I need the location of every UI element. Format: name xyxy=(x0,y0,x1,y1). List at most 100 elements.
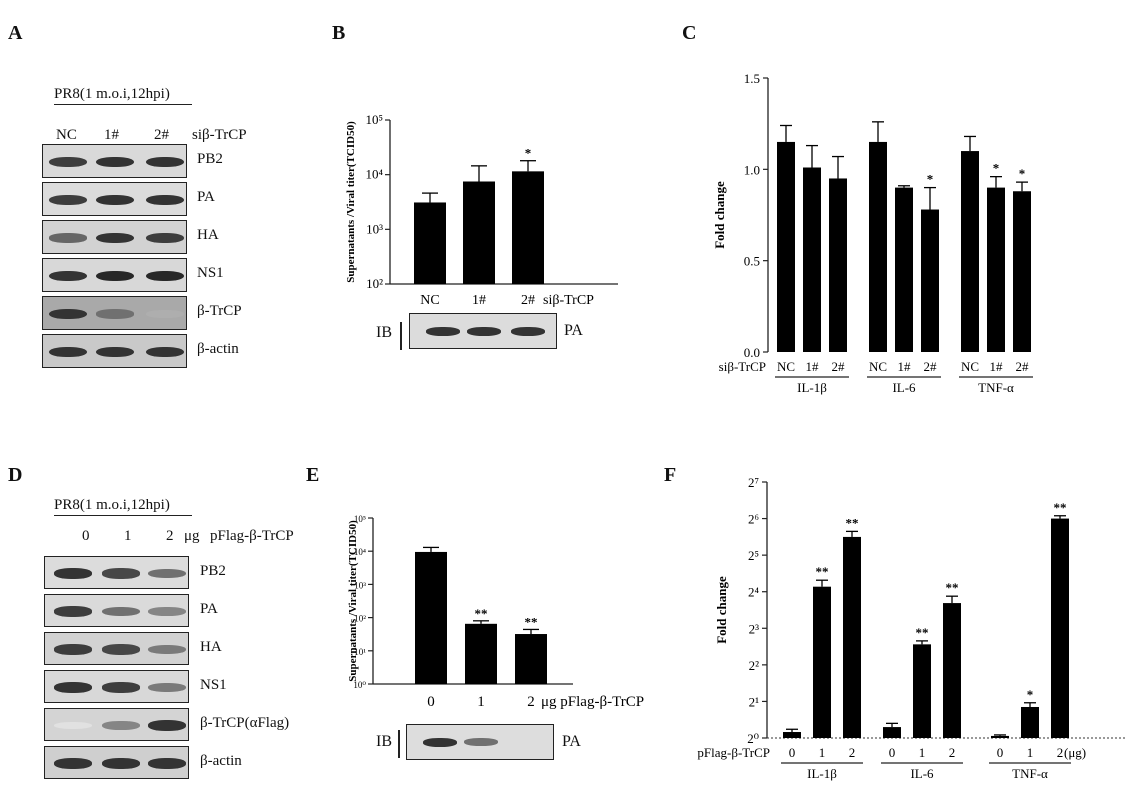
blot-label: β-TrCP(αFlag) xyxy=(200,714,290,731)
pa-band xyxy=(467,327,501,336)
blot-band xyxy=(49,233,87,243)
blot-band xyxy=(146,309,184,319)
y-axis-label: Supernatants /Viral titer(TCID50) xyxy=(345,121,357,283)
y-axis-label: Supernatants /Viral titer(TCID50) xyxy=(347,520,359,682)
panel-c-chart: Fold change 0.0 0.5 1.0 1.5 siβ-TrCP NC 1# 2# IL-… xyxy=(712,71,1033,395)
panel-b-ib-divider xyxy=(400,322,402,350)
blot-band xyxy=(54,758,92,769)
y-tick-label: 10⁴ xyxy=(354,547,366,557)
y-tick-label: 10³ xyxy=(366,221,383,236)
x-tick-label: NC xyxy=(777,359,795,374)
bar xyxy=(1021,706,1039,738)
blot-band xyxy=(102,644,140,655)
x-tick-label: 2# xyxy=(1016,359,1030,374)
pa-band xyxy=(464,738,498,746)
panel-a-lane-2: 1# xyxy=(104,127,119,143)
x-tick-label: 1# xyxy=(472,293,486,308)
group-label: IL-6 xyxy=(892,380,916,395)
x-tick-label: 2# xyxy=(521,293,535,308)
blot-a-4 xyxy=(42,296,187,330)
group-label: IL-6 xyxy=(910,766,934,781)
blot-band xyxy=(146,194,184,206)
x-tick-label: 1 xyxy=(819,745,826,760)
bar xyxy=(512,171,544,284)
blot-band xyxy=(102,758,140,769)
bar xyxy=(1051,518,1069,738)
blot-a-3 xyxy=(42,258,187,292)
y-tick-label: 10² xyxy=(366,276,383,291)
significance-mark: ** xyxy=(846,515,859,530)
pa-band xyxy=(511,327,545,336)
y-axis-label: Fold change xyxy=(714,576,729,644)
bar xyxy=(463,181,495,284)
x-tick-label: 2# xyxy=(924,359,938,374)
blot-band xyxy=(102,568,140,579)
blot-band xyxy=(96,346,134,358)
blot-band xyxy=(49,194,87,206)
blot-band xyxy=(49,308,87,320)
y-tick-label: 2³ xyxy=(749,621,760,636)
significance-mark: ** xyxy=(916,625,929,640)
blot-label: HA xyxy=(197,227,219,243)
bar xyxy=(813,586,831,738)
blot-band xyxy=(54,721,92,730)
y-tick-label: 1.0 xyxy=(744,162,760,177)
x-tick-label: 1 xyxy=(919,745,926,760)
blot-band xyxy=(146,346,184,358)
panel-a-condition: PR8(1 m.o.i,12hpi) xyxy=(54,86,192,105)
blot-band xyxy=(54,644,92,655)
panel-d-letter: D xyxy=(8,464,23,486)
y-tick-label: 2⁰ xyxy=(747,731,759,746)
x-tick-label: 2 xyxy=(949,745,956,760)
panel-e-letter: E xyxy=(306,464,320,486)
blot-band xyxy=(54,568,92,579)
panel-a-letter: A xyxy=(8,22,23,44)
blot-band xyxy=(49,346,87,358)
panel-e-pa-blot xyxy=(406,724,554,760)
blot-label: PA xyxy=(197,189,215,205)
x-tick-label: 1 xyxy=(477,694,485,710)
y-tick-label: 10⁴ xyxy=(365,167,383,182)
blot-band xyxy=(146,232,184,244)
blot-a-0 xyxy=(42,144,187,178)
blot-d-2 xyxy=(44,632,189,665)
x-tick-label: 2 xyxy=(527,694,535,710)
panel-d-unit: μg xyxy=(184,528,200,544)
x-tick-label: 2 xyxy=(849,745,856,760)
bar xyxy=(921,209,939,352)
blot-a-1 xyxy=(42,182,187,216)
panel-b-pa-label: PA xyxy=(564,322,583,339)
blot-band xyxy=(148,682,186,693)
x-tick-label: 1# xyxy=(990,359,1004,374)
bar xyxy=(465,623,497,684)
significance-mark: ** xyxy=(816,564,829,579)
significance-mark: * xyxy=(525,146,532,161)
significance-mark: ** xyxy=(525,614,538,629)
blot-band xyxy=(96,309,134,319)
panel-b-chart: Supernatants /Viral titer(TCID50) 10² 10³ 1… xyxy=(345,112,618,308)
significance-mark: ** xyxy=(475,606,488,621)
bar xyxy=(515,634,547,684)
x-tick-label: 1# xyxy=(806,359,820,374)
panel-a-treatment: siβ-TrCP xyxy=(192,127,247,143)
x-tick-label: NC xyxy=(420,293,439,308)
significance-mark: * xyxy=(927,172,934,187)
significance-mark: ** xyxy=(1054,500,1067,515)
panel-e-chart: Supernatants /Viral titer(TCID50)10⁰ 10¹ 1… xyxy=(347,514,644,710)
blot-band xyxy=(49,156,87,168)
panel-e-ib-divider xyxy=(398,730,400,758)
blot-label: PB2 xyxy=(200,562,226,579)
x-tick-label: 2 xyxy=(1057,745,1064,760)
blot-band xyxy=(49,270,87,282)
blot-band xyxy=(148,644,186,655)
bar xyxy=(961,151,979,352)
y-axis-label: Fold change xyxy=(712,181,727,249)
bar xyxy=(1013,191,1031,352)
y-tick-label: 2⁵ xyxy=(748,548,759,563)
bar xyxy=(895,187,913,352)
panel-c-letter: C xyxy=(682,22,697,44)
x-tick-label: 1 xyxy=(1027,745,1034,760)
panel-d-lane-1: 0 xyxy=(82,528,90,544)
blot-band xyxy=(146,156,184,168)
x-axis-suffix: μg pFlag-β-TrCP xyxy=(541,694,644,710)
